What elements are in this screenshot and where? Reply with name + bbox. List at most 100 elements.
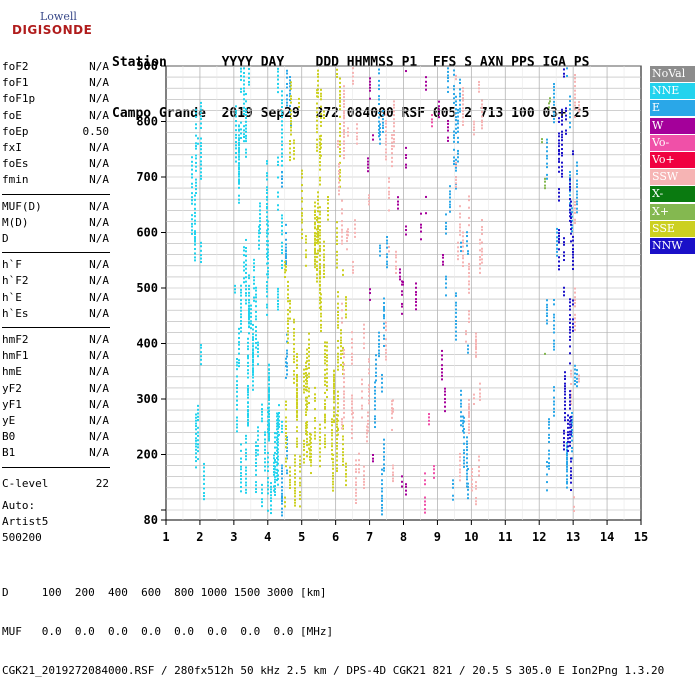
param-name: h`E — [2, 290, 22, 304]
data-point-nne — [274, 493, 276, 496]
data-point-e — [466, 457, 468, 460]
data-point-nne — [252, 360, 254, 363]
data-point-nne — [243, 129, 245, 132]
data-point-nne — [235, 115, 237, 118]
data-point-sse — [324, 368, 326, 371]
data-point-sse — [339, 131, 341, 134]
data-point-nne — [245, 292, 247, 295]
data-point-sse — [287, 322, 289, 325]
data-point-ssw — [481, 103, 483, 106]
data-point-nne — [195, 184, 197, 187]
data-point-sse — [345, 472, 347, 475]
data-point-nnw — [569, 390, 571, 393]
data-point-e — [383, 458, 385, 461]
data-point-ssw — [358, 459, 360, 462]
data-point-nne — [277, 293, 279, 296]
data-point-ssw — [459, 479, 461, 482]
data-point-sse — [317, 73, 319, 76]
data-point-nne — [259, 213, 261, 216]
data-point-sse — [310, 437, 312, 440]
data-point-sse — [294, 461, 296, 464]
data-point-nne — [245, 466, 247, 469]
data-point-nne — [277, 82, 279, 85]
data-point-ssw — [385, 143, 387, 146]
data-point-e — [286, 76, 288, 79]
data-point-sse — [336, 239, 338, 242]
data-point-e — [381, 473, 383, 476]
data-point-ssw — [341, 420, 343, 423]
data-point-nne — [238, 124, 240, 127]
data-point-nnw — [567, 434, 569, 437]
data-point-ssw — [388, 250, 390, 253]
data-point-ssw — [479, 382, 481, 385]
data-point-sse — [340, 349, 342, 352]
data-point-ssw — [478, 466, 480, 469]
data-point-ssw — [468, 216, 470, 219]
data-point-e — [286, 436, 288, 439]
data-point-w — [415, 282, 417, 285]
data-point-e — [381, 497, 383, 500]
data-point-e — [455, 294, 457, 297]
data-point-sse — [331, 442, 333, 445]
data-point-nne — [238, 178, 240, 181]
data-point-nne — [240, 481, 242, 484]
data-point-nne — [274, 440, 276, 443]
data-point-nnw — [561, 175, 563, 178]
data-point-e — [467, 497, 469, 500]
data-point-ssw — [468, 398, 470, 401]
data-point-nne — [194, 236, 196, 239]
data-point-nnw — [558, 139, 560, 142]
data-point-ssw — [367, 411, 369, 414]
data-point-nne — [264, 465, 266, 468]
data-point-nne — [236, 390, 238, 393]
data-point-nne — [200, 115, 202, 118]
data-point-nne — [235, 156, 237, 159]
data-point-ssw — [343, 400, 345, 403]
data-point-w — [425, 80, 427, 83]
legend-item-sse: SSE — [650, 220, 695, 237]
data-point-sse — [323, 114, 325, 117]
data-point-sse — [314, 223, 316, 226]
data-point-e — [460, 405, 462, 408]
data-point-nnw — [563, 251, 565, 254]
data-point-ssw — [475, 348, 477, 351]
data-point-ssw — [341, 228, 343, 231]
data-point-vo — [433, 472, 435, 475]
data-point-e — [281, 464, 283, 467]
data-point-nne — [268, 390, 270, 393]
data-point-nne — [252, 336, 254, 339]
data-point-sse — [308, 372, 310, 375]
data-point-sse — [340, 329, 342, 332]
data-point-nne — [255, 465, 257, 468]
data-point-e — [447, 80, 449, 83]
data-point-ssw — [341, 220, 343, 223]
data-point-nne — [274, 446, 276, 449]
data-point-sse — [296, 396, 298, 399]
data-point-nne — [195, 157, 197, 160]
data-point-sse — [336, 423, 338, 426]
data-point-nne — [255, 305, 257, 308]
data-point-nne — [248, 298, 250, 301]
data-point-e — [548, 462, 550, 465]
data-point-e — [374, 381, 376, 384]
data-point-nne — [247, 388, 249, 391]
data-point-nnw — [570, 423, 572, 426]
data-point-sse — [289, 484, 291, 487]
data-point-nne — [245, 458, 247, 461]
data-point-nne — [267, 411, 269, 414]
data-point-nne — [267, 451, 269, 454]
data-point-sse — [337, 410, 339, 413]
data-point-nnw — [572, 303, 574, 306]
data-point-ssw — [385, 155, 387, 158]
data-point-nne — [277, 299, 279, 302]
data-point-ssw — [351, 397, 353, 400]
data-point-w — [405, 489, 407, 492]
data-point-nne — [195, 178, 197, 181]
data-point-sse — [314, 260, 316, 263]
data-point-ssw — [574, 77, 576, 80]
data-point-nne — [257, 430, 259, 433]
param-value: N/A — [89, 446, 109, 460]
data-point-nne — [234, 291, 236, 294]
data-point-ssw — [468, 408, 470, 411]
data-point-sse — [331, 434, 333, 437]
